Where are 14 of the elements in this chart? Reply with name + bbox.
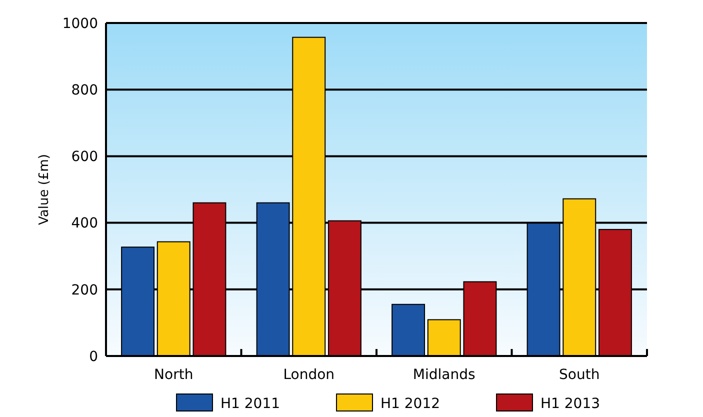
legend-label: H1 2013: [540, 396, 600, 412]
x-tick-label: North: [154, 367, 194, 383]
y-tick-label: 400: [71, 216, 98, 232]
x-tick-label: Midlands: [412, 367, 476, 383]
legend-label: H1 2011: [220, 396, 280, 412]
legend-label: H1 2012: [380, 396, 440, 412]
y-tick-label: 1000: [62, 16, 98, 32]
y-tick-label: 600: [71, 149, 98, 166]
y-axis-title: Value (£m): [37, 154, 52, 225]
y-tick-label: 200: [71, 282, 98, 298]
y-tick-label: 0: [89, 348, 98, 365]
x-tick-label: South: [559, 367, 600, 383]
y-tick-label: 800: [71, 82, 98, 98]
x-tick-label: London: [283, 367, 335, 383]
